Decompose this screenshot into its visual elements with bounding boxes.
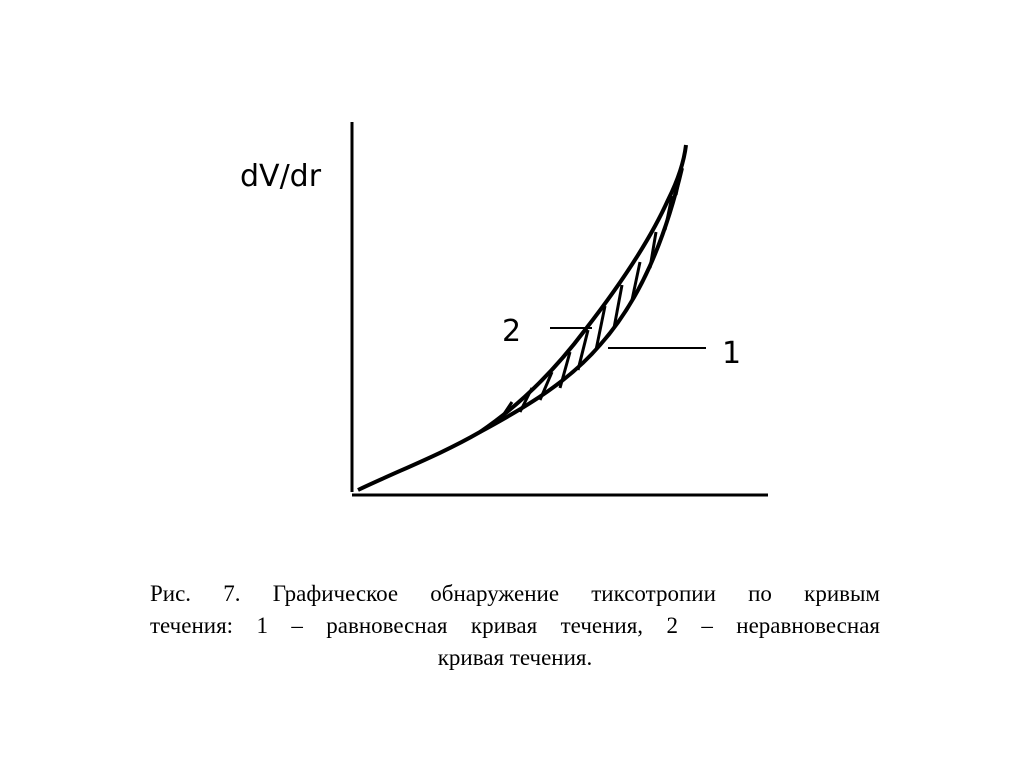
curve-label: 2 [502,314,521,349]
caption-line: кривая течения. [437,645,593,670]
hatching [498,164,684,421]
axis-label: dV/dr [240,159,322,194]
caption: Рис. 7. Графическое обнаружение тиксотро… [150,578,880,674]
curve-label: 1 [722,336,741,371]
curve-2 [478,144,688,434]
caption-line: течения: 1 – равновесная кривая течения,… [150,613,880,638]
caption-line: Рис. 7. Графическое обнаружение тиксотро… [150,581,880,606]
